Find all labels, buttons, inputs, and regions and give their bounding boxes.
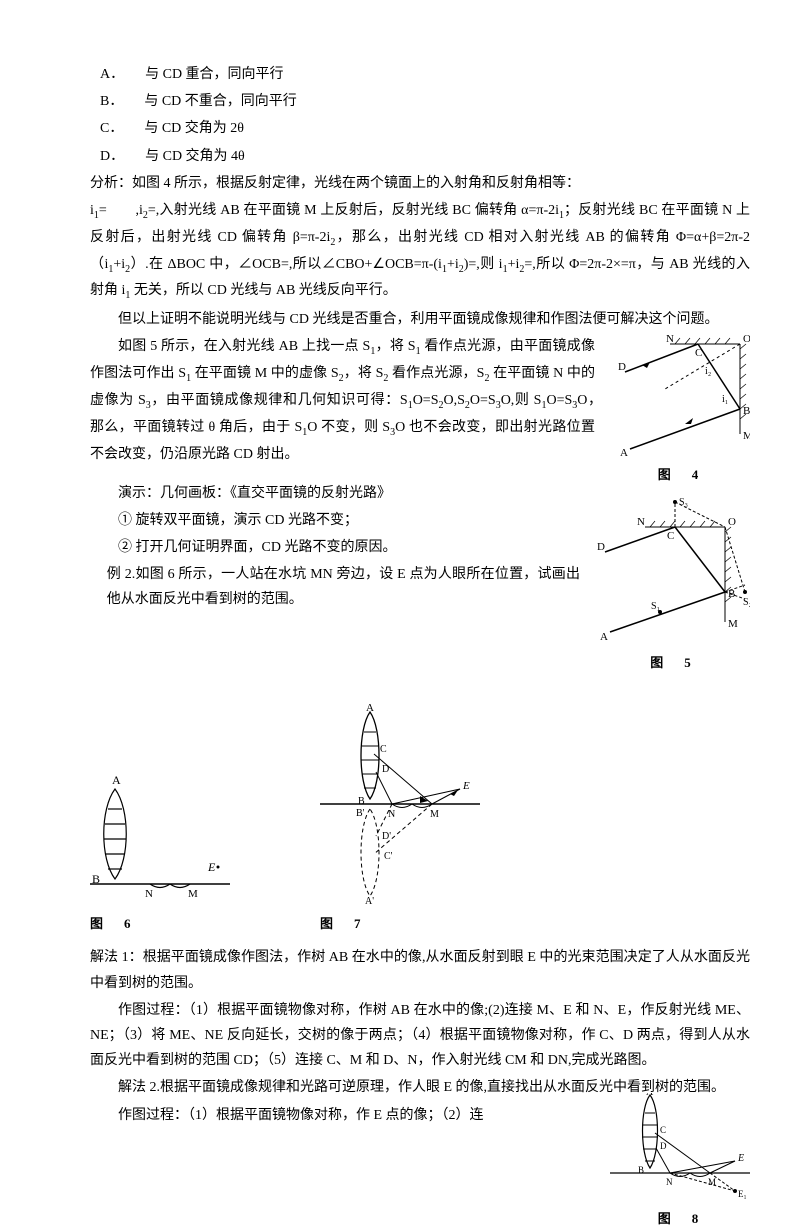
svg-text:A: A [366, 704, 374, 714]
figure-7-caption: 图 7 [320, 912, 480, 935]
svg-text:M: M [708, 1177, 716, 1187]
analysis-note: 但以上证明不能说明光线与 CD 光线是否重合，利用平面镜成像规律和作图法便可解决… [90, 307, 750, 332]
svg-text:C: C [695, 347, 702, 359]
svg-text:A': A' [365, 896, 374, 904]
svg-text:M: M [743, 430, 750, 442]
svg-text:B: B [358, 796, 365, 807]
figure-4-caption: 图 4 [610, 463, 750, 486]
svg-text:B': B' [356, 808, 365, 819]
t: ，将 S [344, 366, 384, 381]
svg-text:A: A [600, 631, 608, 643]
svg-text:i₁: i₁ [722, 394, 728, 405]
option-a: A． 与 CD 重合，同向平行 [90, 62, 750, 87]
t: O,则 S [501, 393, 542, 408]
t: 在平面镜 M 中的虚像 S [191, 366, 339, 381]
t: O 不变，则 S [307, 420, 390, 435]
t: = ,i [99, 203, 143, 218]
svg-text:N: N [637, 516, 645, 528]
svg-text:C: C [660, 1125, 666, 1135]
option-d: D． 与 CD 交角为 4θ [90, 144, 750, 169]
svg-text:N: N [666, 1177, 673, 1187]
svg-text:S₃: S₃ [679, 497, 688, 508]
svg-text:E₁: E₁ [738, 1189, 747, 1199]
svg-text:O: O [743, 334, 750, 345]
t: ）.在 ΔBOC 中，∠OCB=,所以∠CBO+∠OCB=π-(i [130, 257, 442, 272]
svg-text:D': D' [382, 831, 391, 842]
t: 无关，所以 CD 光线与 AB 光线反向平行。 [130, 283, 396, 298]
svg-text:C: C [667, 530, 674, 542]
svg-text:B: B [638, 1165, 644, 1175]
svg-text:D: D [618, 361, 626, 373]
t: +i [447, 257, 459, 272]
t: ，由平面镜成像规律和几何知识可得：S [151, 393, 408, 408]
t: O,S [443, 393, 464, 408]
svg-text:D: D [597, 541, 605, 553]
option-b: B． 与 CD 不重合，同向平行 [90, 89, 750, 114]
svg-text:E: E [737, 1153, 744, 1164]
t: 如图 5 所示，在入射光线 AB 上找一点 S [118, 339, 370, 354]
svg-text:B: B [743, 405, 750, 417]
analysis-body-1: i1= ,i2=,入射光线 AB 在平面镜 M 上反射后，反射光线 BC 偏转角… [90, 198, 750, 305]
svg-text:M: M [728, 618, 738, 630]
svg-text:E: E [462, 780, 470, 792]
svg-text:C: C [380, 744, 387, 755]
svg-text:S₁: S₁ [651, 601, 660, 612]
analysis-intro: 分析：如图 4 所示，根据反射定律，光线在两个镜面上的入射角和反射角相等： [90, 171, 750, 196]
t: O=S [470, 393, 496, 408]
t: 看作点光源，S [388, 366, 484, 381]
method-1-steps: 作图过程：（1）根据平面镜物像对称，作树 AB 在水中的像;(2)连接 M、E … [90, 998, 750, 1074]
svg-text:D: D [660, 1141, 667, 1151]
svg-text:A: A [112, 773, 121, 787]
svg-text:A: A [620, 447, 628, 459]
svg-text:i₂: i₂ [705, 366, 711, 377]
svg-text:C': C' [384, 851, 393, 862]
svg-text:M: M [430, 809, 439, 820]
svg-text:O: O [728, 516, 736, 528]
svg-text:E: E [207, 860, 216, 874]
t: +i [113, 257, 125, 272]
svg-text:N: N [388, 809, 395, 820]
svg-text:N: N [145, 888, 153, 900]
figure-8: A C D B N M E E₁ 图 8 [610, 1093, 750, 1230]
figure-6-caption: 图 6 [90, 912, 230, 935]
t: )=,则 i [464, 257, 503, 272]
svg-text:B: B [728, 588, 735, 600]
option-c: C． 与 CD 交角为 2θ [90, 116, 750, 141]
figure-6: A B N M E 图 6 [90, 769, 230, 935]
figure-5-caption: 图 5 [595, 651, 750, 674]
svg-text:M: M [188, 888, 198, 900]
t: =,入射光线 AB 在平面镜 M 上反射后，反射光线 BC 偏转角 α=π-2i [148, 203, 559, 218]
figure-5: A B C D O N M S₁ S₃ S₂ 图 5 [595, 497, 750, 674]
figure-4: A B C D O N M i₂ i₁ 图 4 [610, 334, 750, 486]
t: O=S [413, 393, 439, 408]
figure-7: A C D B B' N M E D' C' A' 图 7 [320, 704, 480, 935]
method-2: 解法 2.根据平面镜成像规律和光路可逆原理，作人眼 E 的像,直接找出从水面反光… [90, 1075, 750, 1100]
svg-text:B: B [92, 872, 100, 886]
svg-text:D: D [382, 764, 389, 775]
t: O=S [546, 393, 572, 408]
method-1: 解法 1：根据平面镜成像作图法，作树 AB 在水中的像,从水面反射到眼 E 中的… [90, 945, 750, 995]
svg-text:S₂: S₂ [743, 597, 750, 608]
figure-8-caption: 图 8 [610, 1207, 750, 1230]
t: +i [508, 257, 520, 272]
svg-text:N: N [666, 334, 674, 345]
t: ，将 S [375, 339, 415, 354]
